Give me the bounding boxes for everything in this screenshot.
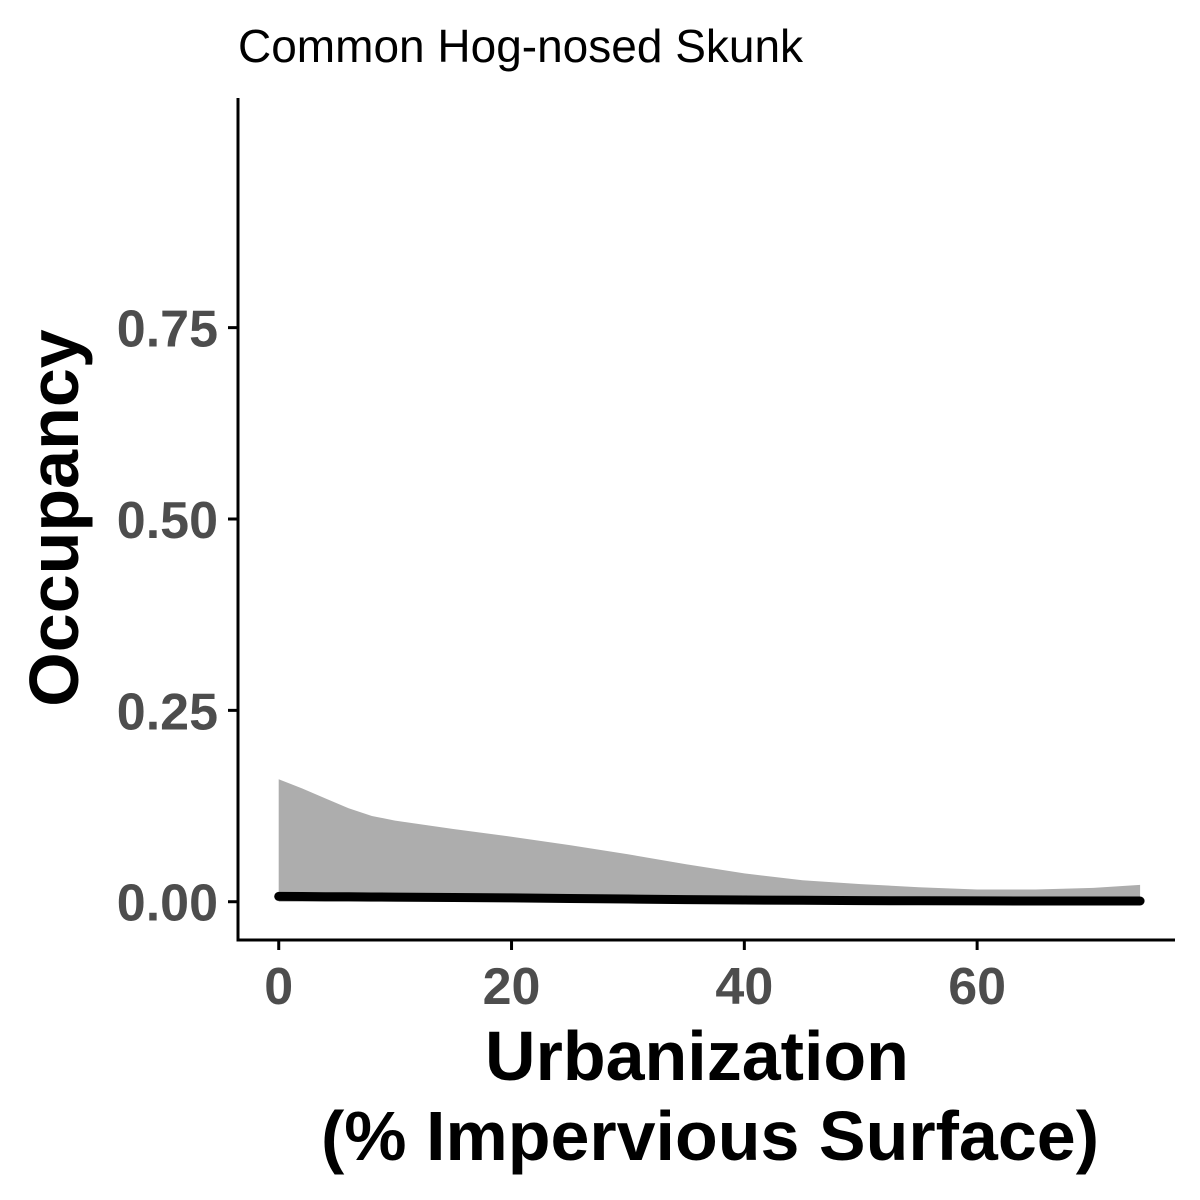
confidence-ribbon (278, 779, 1141, 902)
y-axis-title: Occupancy (15, 329, 93, 706)
y-tick-label: 0.50 (117, 492, 218, 550)
axes (228, 98, 1175, 950)
plot-area (274, 779, 1145, 906)
y-tick-label: 0.00 (117, 875, 218, 933)
occupancy-line (274, 891, 1145, 906)
x-tick-label: 40 (715, 958, 773, 1016)
chart-title: Common Hog-nosed Skunk (238, 20, 804, 72)
tick-labels: 0.00 0.25 0.50 0.75 0 20 40 60 (117, 301, 1006, 1016)
x-axis-title-line-2: (% Impervious Surface) (321, 1097, 1099, 1175)
y-tick-label: 0.25 (117, 683, 218, 741)
x-axis-title-line-1: Urbanization (485, 1017, 909, 1095)
x-tick-label: 0 (264, 958, 293, 1016)
x-tick-label: 60 (948, 958, 1006, 1016)
x-tick-label: 20 (483, 958, 541, 1016)
y-tick-label: 0.75 (117, 301, 218, 359)
